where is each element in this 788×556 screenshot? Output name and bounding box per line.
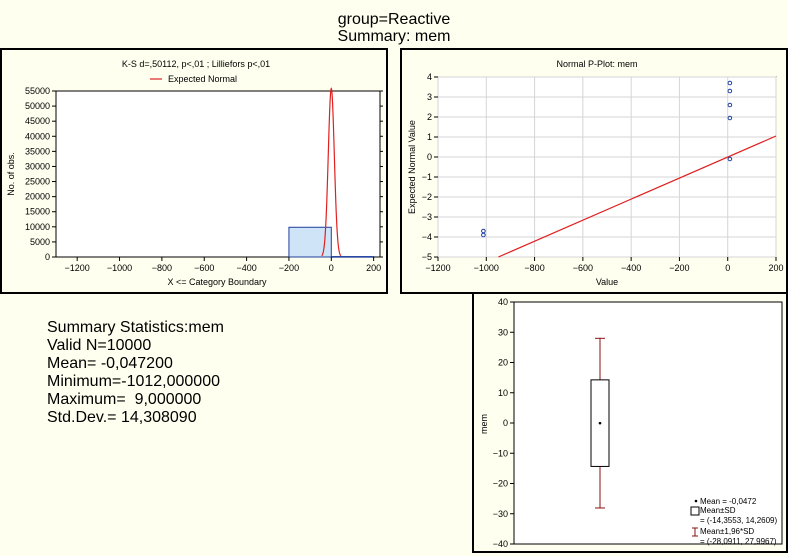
y-tick-label: 1 (427, 132, 432, 142)
data-point (727, 156, 733, 162)
y-tick-label: 35000 (25, 146, 50, 156)
x-tick-label: −400 (621, 263, 641, 273)
y-tick-label: 4 (427, 72, 432, 82)
boxplot-panel: −40 −30 −20 −10 0 10 20 30 40 mem Mean = -0,0472… (472, 294, 788, 553)
y-tick-label: 40 (498, 297, 508, 307)
stats-minimum: Minimum=-1012,000000 (47, 373, 220, 390)
x-tick-label: −1000 (107, 263, 132, 273)
mean-point (598, 421, 602, 425)
histogram-ylabel: No. of obs. (6, 152, 16, 196)
y-tick-label: 20 (498, 358, 508, 368)
x-tick-label: −1200 (425, 263, 450, 273)
y-tick-label: −40 (493, 539, 508, 549)
y-tick-label: 25000 (25, 177, 50, 187)
y-tick-label: −10 (493, 448, 508, 458)
y-tick-label: −5 (422, 252, 432, 262)
data-point (727, 80, 733, 86)
y-tick-label: 10000 (25, 222, 50, 232)
y-tick-label: −30 (493, 509, 508, 519)
box-legend-icon (690, 506, 700, 516)
x-tick-label: −600 (194, 263, 214, 273)
y-tick-label: 30 (498, 327, 508, 337)
x-tick-label: −1000 (474, 263, 499, 273)
stats-maximum: Maximum= 9,000000 (47, 391, 202, 408)
y-tick-label: 20000 (25, 192, 50, 202)
x-tick-label: −600 (573, 263, 593, 273)
x-tick-label: 0 (329, 263, 334, 273)
histogram-panel: K-S d=,50112, p<,01 ; Lilliefors p<,01 E… (0, 48, 388, 294)
y-tick-label: 10 (498, 388, 508, 398)
data-point (727, 115, 733, 121)
boxplot-plot-area (513, 301, 783, 545)
x-tick-label: −800 (152, 263, 172, 273)
boxplot-ylabel: mem (479, 414, 489, 434)
stats-valid-n: Valid N=10000 (47, 337, 152, 354)
x-tick-label: −1200 (65, 263, 90, 273)
reference-line (498, 135, 777, 258)
y-tick-label: −3 (422, 212, 432, 222)
data-point (481, 228, 486, 234)
x-tick-label: −800 (524, 263, 544, 273)
page-subtitle: Summary: mem (337, 28, 451, 45)
y-tick-label: 40000 (25, 131, 50, 141)
y-tick-label: 5000 (30, 237, 50, 247)
y-tick-label: 30000 (25, 161, 50, 171)
y-tick-label: 50000 (25, 101, 50, 111)
data-point (727, 88, 733, 94)
ppplot-chart: Normal P-Plot: mem −5 −4 −3 −2 −1 0 1 2 3 4 −1200… (407, 59, 784, 287)
boxplot-chart: −40 −30 −20 −10 0 10 20 30 40 mem Mean = -0,0472… (479, 297, 783, 549)
stats-mean: Mean= -0,047200 (47, 355, 173, 372)
y-tick-label: 0 (503, 418, 508, 428)
boxplot-legend-box: Mean±SD (700, 506, 736, 515)
boxplot-legend-whisker-values: = (-28,0911, 27,9967) (700, 537, 777, 546)
ppplot-title: Normal P-Plot: mem (556, 59, 637, 69)
histogram-xlabel: X <= Category Boundary (167, 277, 267, 287)
stats-heading: Summary Statistics:mem (47, 319, 224, 336)
whisker-legend-icon (692, 527, 698, 537)
y-tick-label: −4 (422, 232, 432, 242)
mean-legend-icon (694, 499, 698, 503)
y-tick-label: 0 (427, 152, 432, 162)
x-tick-label: −400 (236, 263, 256, 273)
stats-std-dev: Std.Dev.= 14,308090 (47, 409, 197, 426)
y-tick-label: −2 (422, 192, 432, 202)
x-tick-label: 200 (366, 263, 381, 273)
boxplot-legend-whisker: Mean±1,96*SD (700, 527, 754, 536)
y-tick-label: −20 (493, 479, 508, 489)
y-tick-label: −1 (422, 172, 432, 182)
y-tick-label: 0 (45, 252, 50, 262)
histogram-title: K-S d=,50112, p<,01 ; Lilliefors p<,01 (122, 59, 270, 69)
x-tick-label: 200 (768, 263, 783, 273)
page-title: group=Reactive (337, 11, 451, 28)
x-tick-label: 0 (725, 263, 730, 273)
boxplot-legend-box-values: = (-14,3553, 14,2609) (700, 516, 778, 525)
histogram-chart: K-S d=,50112, p<,01 ; Lilliefors p<,01 E… (6, 59, 383, 287)
histogram-bar (330, 256, 375, 258)
y-tick-label: 55000 (25, 86, 50, 96)
y-tick-label: 3 (427, 92, 432, 102)
y-tick-label: 45000 (25, 116, 50, 126)
data-point (727, 102, 733, 108)
y-tick-label: 2 (427, 112, 432, 122)
ppplot-panel: Normal P-Plot: mem −5 −4 −3 −2 −1 0 1 2 3 4 −1200… (400, 48, 788, 294)
ppplot-ylabel: Expected Normal Value (407, 120, 417, 214)
boxplot-legend-mean: Mean = -0,0472 (700, 497, 757, 506)
histogram-legend-label: Expected Normal (168, 74, 237, 84)
y-tick-label: 15000 (25, 207, 50, 217)
x-tick-label: −200 (279, 263, 299, 273)
ppplot-plot-area (437, 76, 777, 258)
summary-statistics: Summary Statistics:mem Valid N=10000 Mea… (47, 319, 224, 427)
ppplot-xlabel: Value (596, 277, 618, 287)
x-tick-label: −200 (669, 263, 689, 273)
expected-normal-curve (321, 87, 342, 257)
